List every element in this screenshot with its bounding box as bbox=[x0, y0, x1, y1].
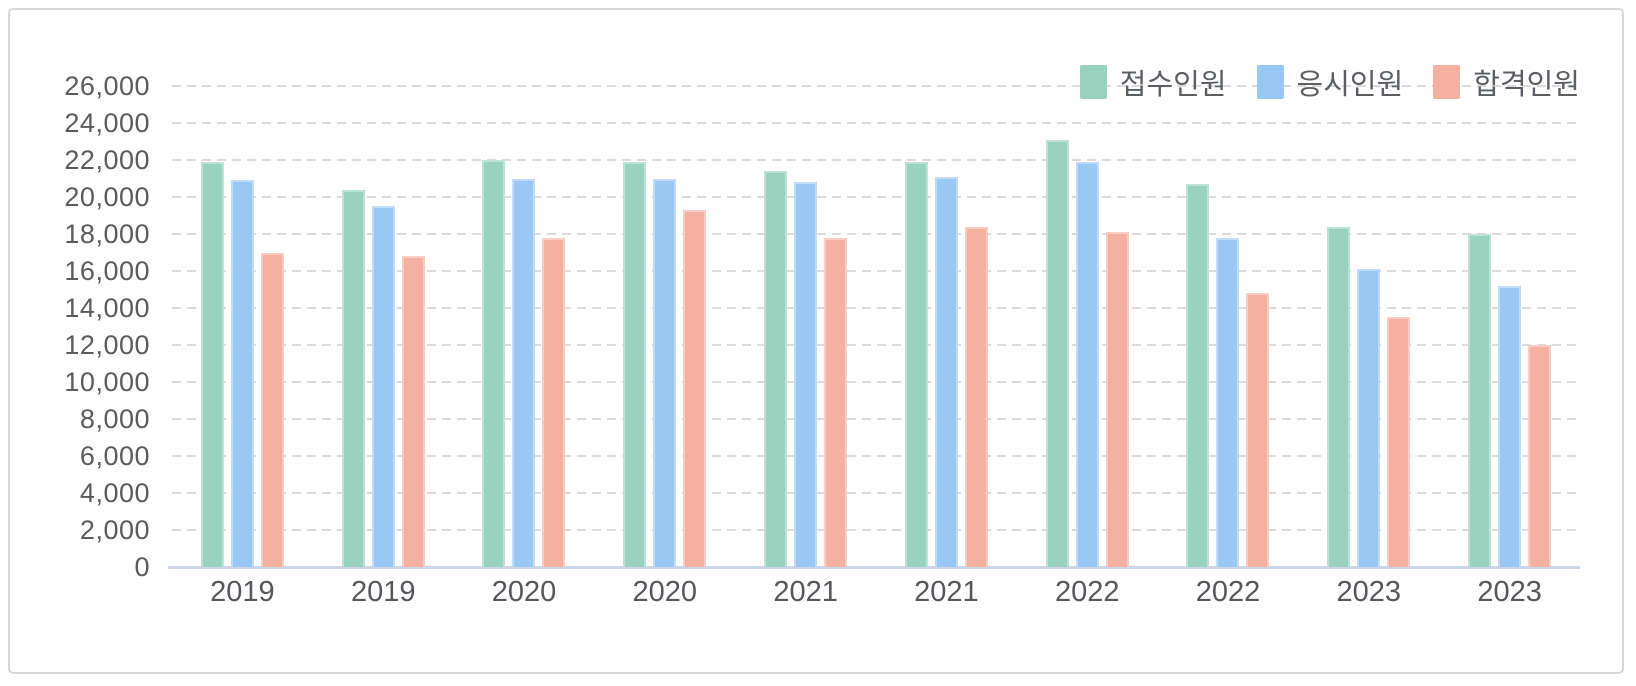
legend-label: 응시인원 bbox=[1296, 69, 1404, 101]
bar-응시인원-2022 bbox=[1075, 161, 1099, 567]
y-tick-label: 16,000 bbox=[64, 256, 150, 286]
y-tick-label: 18,000 bbox=[64, 219, 150, 249]
bar-group-2019-0 bbox=[172, 86, 313, 567]
gridline bbox=[172, 529, 1580, 531]
gridline bbox=[172, 492, 1580, 494]
x-tick-label: 2019 bbox=[210, 576, 275, 608]
legend-label: 합격인원 bbox=[1473, 69, 1580, 101]
bar-접수인원-2021 bbox=[904, 161, 928, 567]
bar-응시인원-2020 bbox=[512, 178, 536, 567]
bar-접수인원-2023 bbox=[1327, 226, 1351, 567]
bar-합격인원-2020 bbox=[683, 209, 707, 567]
legend-swatch-icon bbox=[1256, 65, 1284, 99]
y-tick-label: 26,000 bbox=[64, 71, 150, 101]
gridline bbox=[172, 381, 1580, 383]
bar-합격인원-2019 bbox=[401, 256, 425, 567]
bar-group-2021-4 bbox=[735, 86, 876, 567]
gridline bbox=[172, 455, 1580, 457]
x-tick-label: 2021 bbox=[914, 576, 979, 608]
y-tick-label: 12,000 bbox=[64, 330, 150, 360]
gridline bbox=[172, 196, 1580, 198]
bar-접수인원-2020 bbox=[482, 160, 506, 567]
x-tick-label: 2021 bbox=[773, 576, 838, 608]
legend-item-합격인원: 합격인원 bbox=[1433, 61, 1580, 103]
bar-접수인원-2019 bbox=[341, 189, 365, 567]
gridline bbox=[172, 85, 1580, 87]
bar-합격인원-2020 bbox=[542, 237, 566, 567]
x-axis-line bbox=[168, 566, 1580, 569]
y-tick-label: 20,000 bbox=[64, 182, 150, 212]
gridline bbox=[172, 418, 1580, 420]
bar-합격인원-2022 bbox=[1246, 293, 1270, 567]
bar-응시인원-2021 bbox=[794, 182, 818, 567]
x-tick-label: 2023 bbox=[1336, 576, 1402, 608]
y-tick-label: 24,000 bbox=[64, 108, 150, 138]
bar-합격인원-2023 bbox=[1528, 345, 1552, 567]
bar-합격인원-2021 bbox=[824, 237, 848, 567]
bar-group-2023-9 bbox=[1439, 86, 1580, 567]
bar-접수인원-2021 bbox=[764, 171, 788, 567]
legend: 접수인원 응시인원 합격인원 bbox=[1079, 61, 1580, 103]
bar-응시인원-2019 bbox=[371, 206, 395, 567]
x-tick-label: 2022 bbox=[1195, 576, 1261, 608]
bar-접수인원-2022 bbox=[1045, 139, 1069, 567]
gridline bbox=[172, 307, 1580, 309]
y-tick-label: 2,000 bbox=[79, 515, 150, 545]
bar-합격인원-2021 bbox=[964, 226, 988, 567]
bar-응시인원-2021 bbox=[934, 176, 958, 567]
gridline bbox=[172, 270, 1580, 272]
bar-응시인원-2022 bbox=[1216, 237, 1240, 567]
legend-item-응시인원: 응시인원 bbox=[1256, 61, 1404, 103]
bar-응시인원-2023 bbox=[1357, 269, 1381, 567]
bar-group-2022-7 bbox=[1158, 86, 1299, 567]
bar-접수인원-2022 bbox=[1186, 184, 1210, 567]
gridline bbox=[172, 122, 1580, 124]
bar-합격인원-2023 bbox=[1387, 317, 1411, 567]
legend-label: 접수인원 bbox=[1119, 69, 1227, 101]
bar-응시인원-2020 bbox=[653, 178, 677, 567]
y-tick-label: 0 bbox=[134, 552, 150, 582]
y-tick-label: 14,000 bbox=[64, 293, 150, 323]
legend-item-접수인원: 접수인원 bbox=[1079, 61, 1227, 103]
bar-group-2020-3 bbox=[594, 86, 735, 567]
legend-swatch-icon bbox=[1433, 65, 1461, 99]
gridline bbox=[172, 344, 1580, 346]
gridline bbox=[172, 233, 1580, 235]
y-tick-label: 8,000 bbox=[79, 404, 150, 434]
gridline bbox=[172, 159, 1580, 161]
bar-group-2023-8 bbox=[1298, 86, 1439, 567]
bar-접수인원-2020 bbox=[623, 161, 647, 567]
x-tick-label: 2020 bbox=[632, 576, 698, 608]
y-tick-label: 4,000 bbox=[79, 478, 150, 508]
bar-응시인원-2023 bbox=[1498, 285, 1522, 567]
bar-group-2021-5 bbox=[876, 86, 1017, 567]
bar-접수인원-2019 bbox=[200, 161, 224, 567]
legend-swatch-icon bbox=[1079, 65, 1107, 99]
bar-응시인원-2019 bbox=[230, 180, 254, 567]
y-tick-label: 10,000 bbox=[64, 367, 150, 397]
y-tick-label: 22,000 bbox=[64, 145, 150, 175]
bar-접수인원-2023 bbox=[1468, 234, 1492, 567]
x-tick-label: 2019 bbox=[350, 576, 416, 608]
y-tick-label: 6,000 bbox=[79, 441, 150, 471]
bar-group-2019-1 bbox=[313, 86, 454, 567]
x-tick-label: 2020 bbox=[491, 576, 557, 608]
bar-합격인원-2022 bbox=[1105, 232, 1129, 567]
bar-합격인원-2019 bbox=[260, 252, 284, 567]
bar-group-2022-6 bbox=[1017, 86, 1158, 567]
x-tick-label: 2023 bbox=[1477, 576, 1542, 608]
x-tick-label: 2022 bbox=[1054, 576, 1120, 608]
bar-group-2020-2 bbox=[454, 86, 595, 567]
